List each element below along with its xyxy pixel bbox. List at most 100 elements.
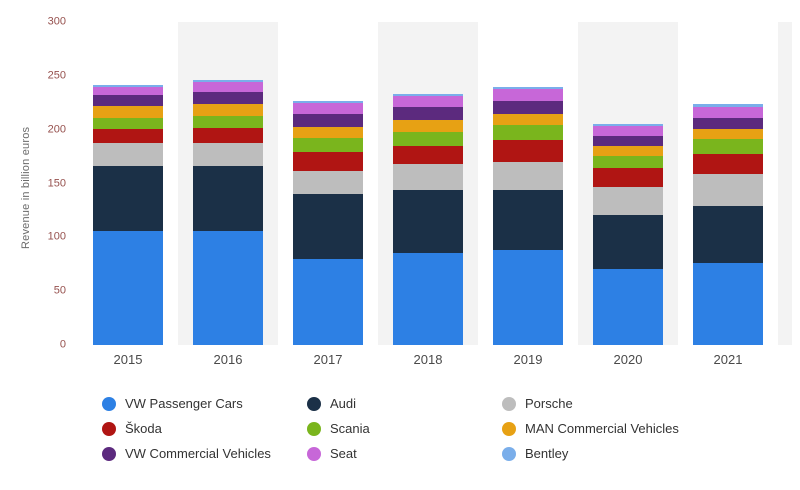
y-tick-label: 150 (47, 177, 66, 189)
segment-koda (593, 168, 663, 187)
segment-man-commercial-vehicles (593, 145, 663, 156)
legend-marker (502, 396, 516, 411)
segment-vw-passenger-cars (593, 268, 663, 345)
legend-item-man-commercial-vehicles: MAN Commercial Vehicles (502, 421, 752, 436)
segment-porsche (393, 164, 463, 190)
y-tick-label: 0 (59, 338, 66, 351)
bar-2016 (193, 80, 263, 345)
y-tick-label: 300 (47, 15, 66, 28)
segment-koda (93, 128, 163, 143)
bar-2015 (93, 84, 163, 345)
segment-scania (493, 125, 563, 141)
legend-label: Audi (330, 396, 357, 411)
legend-label: Porsche (525, 396, 573, 411)
segment-seat (693, 107, 763, 118)
segment-man-commercial-vehicles (493, 113, 563, 126)
x-tick-label: 2021 (713, 352, 743, 367)
segment-vw-passenger-cars (693, 263, 763, 345)
x-tick-label: 2019 (513, 352, 543, 367)
bar-2019 (493, 86, 563, 345)
segment-porsche (593, 186, 663, 215)
segment-koda (393, 145, 463, 165)
segment-vw-passenger-cars (193, 230, 263, 345)
plot-area (78, 22, 792, 345)
legend-marker (307, 396, 321, 411)
legend-item-seat: Seat (307, 446, 502, 461)
segment-vw-commercial-vehicles (693, 117, 763, 129)
legend: VW Passenger Cars Audi Porsche Škoda Scania M… (102, 396, 762, 461)
legend-marker (307, 421, 321, 436)
segment-porsche (693, 173, 763, 207)
segment-audi (393, 189, 463, 254)
segment-vw-passenger-cars (293, 258, 363, 345)
legend-marker (102, 446, 116, 461)
segment-seat (93, 86, 163, 96)
plot-column (378, 22, 478, 345)
segment-bentley (393, 94, 463, 97)
legend-marker (502, 446, 516, 461)
legend-label: Seat (330, 446, 357, 461)
segment-bentley (293, 100, 363, 103)
segment-man-commercial-vehicles (293, 126, 363, 139)
x-tick-label: 2015 (113, 352, 143, 367)
plot-column (578, 22, 678, 345)
segment-vw-commercial-vehicles (593, 136, 663, 146)
segment-vw-commercial-vehicles (393, 107, 463, 121)
legend-label: Škoda (125, 421, 162, 436)
segment-koda (193, 127, 263, 143)
x-axis: 2015 2016 2017 2018 2019 2020 2021 (78, 352, 778, 367)
plot-column (478, 22, 578, 345)
segment-bentley (93, 84, 163, 87)
segment-porsche (93, 142, 163, 167)
y-axis: 0 50 100 150 200 250 300 (0, 16, 66, 350)
segment-vw-passenger-cars (393, 253, 463, 345)
segment-koda (293, 152, 363, 171)
segment-audi (493, 189, 563, 251)
plot-column-partial (778, 22, 792, 345)
segment-audi (293, 194, 363, 259)
segment-porsche (193, 142, 263, 167)
segment-seat (493, 88, 563, 101)
x-tick-label: 2017 (313, 352, 343, 367)
segment-scania (193, 115, 263, 128)
legend-item-porsche: Porsche (502, 396, 752, 411)
legend-item-vw-passenger-cars: VW Passenger Cars (102, 396, 307, 411)
segment-audi (93, 166, 163, 231)
x-tick-label: 2016 (213, 352, 243, 367)
legend-label: Scania (330, 421, 370, 436)
segment-audi (593, 214, 663, 269)
legend-item-bentley: Bentley (502, 446, 752, 461)
segment-porsche (493, 162, 563, 190)
segment-vw-commercial-vehicles (93, 95, 163, 107)
segment-man-commercial-vehicles (193, 103, 263, 116)
y-tick-label: 200 (47, 123, 66, 136)
plot-column (78, 22, 178, 345)
segment-vw-passenger-cars (493, 250, 563, 345)
bar-2018 (393, 94, 463, 345)
segment-scania (293, 138, 363, 153)
legend-label: VW Passenger Cars (125, 396, 243, 411)
legend-label: Bentley (525, 446, 569, 461)
legend-marker (502, 421, 516, 436)
y-tick-label: 100 (47, 230, 66, 243)
segment-koda (493, 140, 563, 162)
x-tick-label: 2020 (613, 352, 643, 367)
segment-porsche (293, 170, 363, 195)
bar-2017 (293, 100, 363, 345)
legend-item-koda: Škoda (102, 421, 307, 436)
segment-bentley (693, 103, 763, 108)
segment-bentley (193, 80, 263, 83)
legend-item-scania: Scania (307, 421, 502, 436)
segment-scania (93, 117, 163, 129)
legend-marker (307, 446, 321, 461)
segment-audi (193, 166, 263, 231)
bar-2020 (593, 124, 663, 345)
segment-seat (393, 96, 463, 108)
segment-bentley (493, 86, 563, 89)
plot-column (678, 22, 778, 345)
legend-label: VW Commercial Vehicles (125, 446, 271, 461)
x-tick-label: 2018 (413, 352, 443, 367)
segment-bentley (593, 124, 663, 127)
segment-seat (593, 126, 663, 137)
